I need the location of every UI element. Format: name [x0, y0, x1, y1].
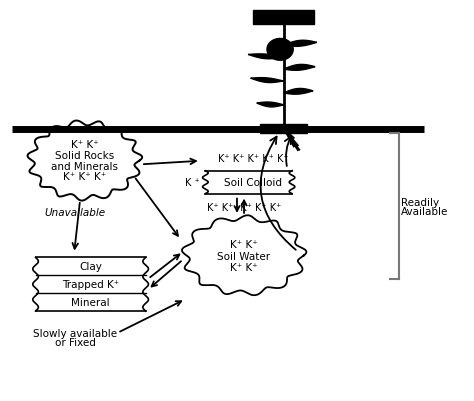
Text: Slowly available: Slowly available: [33, 328, 118, 338]
Polygon shape: [251, 79, 284, 83]
Text: Soil Colloid: Soil Colloid: [224, 178, 283, 188]
Text: K⁺ K⁺ K⁺ K⁺ K⁺: K⁺ K⁺ K⁺ K⁺ K⁺: [218, 154, 289, 164]
Text: K ⁺: K ⁺: [185, 178, 200, 188]
Text: Solid Rocks: Solid Rocks: [55, 151, 114, 161]
Text: K⁺ K⁺: K⁺ K⁺: [71, 140, 99, 150]
Polygon shape: [248, 55, 284, 60]
Bar: [254, 11, 314, 24]
Text: Readily: Readily: [401, 197, 439, 207]
Text: Trapped K⁺: Trapped K⁺: [62, 279, 119, 290]
Text: K⁺ K⁺ K⁺: K⁺ K⁺ K⁺: [63, 172, 106, 182]
Polygon shape: [284, 65, 315, 71]
Text: Unavailable: Unavailable: [45, 207, 106, 217]
Text: Available: Available: [401, 207, 448, 217]
Text: Mineral: Mineral: [71, 298, 110, 307]
Text: or Fixed: or Fixed: [55, 337, 96, 347]
Text: Clay: Clay: [79, 262, 102, 272]
Polygon shape: [284, 89, 313, 95]
Text: Soil Water: Soil Water: [218, 251, 271, 261]
Text: K⁺ K⁺: K⁺ K⁺: [230, 263, 258, 273]
Text: K⁺ K⁺  K⁺ K⁺ K⁺: K⁺ K⁺ K⁺ K⁺ K⁺: [207, 202, 281, 212]
Polygon shape: [257, 103, 284, 107]
Text: and Minerals: and Minerals: [51, 161, 118, 171]
Text: K⁺ K⁺: K⁺ K⁺: [230, 239, 258, 249]
Polygon shape: [267, 39, 293, 61]
Polygon shape: [284, 41, 317, 47]
Bar: [260, 125, 307, 134]
